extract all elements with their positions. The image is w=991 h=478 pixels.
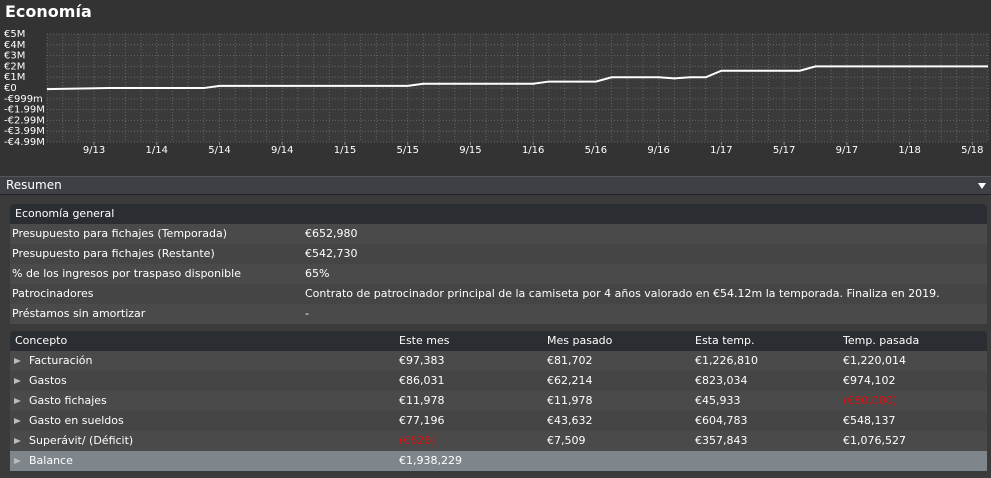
info-row: Patrocinadores Contrato de patrocinador p… (10, 284, 987, 304)
finance-value: €81,702 (547, 354, 593, 367)
finance-value: €7,509 (547, 434, 586, 447)
x-tick-label: 1/14 (146, 145, 168, 156)
finance-value: (€80,000) (843, 394, 898, 407)
row-bullet (14, 378, 21, 384)
y-tick-label: -€999m (4, 94, 43, 105)
row-bullet (14, 398, 21, 404)
info-value: €652,980 (305, 227, 358, 240)
info-value: Contrato de patrocinador principal de la… (305, 287, 940, 300)
finance-value: €548,137 (843, 414, 896, 427)
y-tick-label: €0 (4, 83, 17, 94)
y-tick-label: €1M (4, 72, 25, 83)
finance-concept: Gasto en sueldos (29, 414, 124, 427)
info-value: - (305, 307, 309, 320)
finance-value: €11,978 (547, 394, 593, 407)
finance-row[interactable]: Superávit/ (Déficit) (€626) €7,509 €357,843… (10, 431, 987, 451)
finance-value: €1,226,810 (695, 354, 758, 367)
table-header: Concepto Este mes Mes pasado Esta temp. Temp… (10, 331, 987, 351)
info-value: €542,730 (305, 247, 358, 260)
y-tick-label: €4M (4, 40, 25, 51)
finance-value: €86,031 (399, 374, 445, 387)
column-header: Esta temp. (695, 334, 755, 347)
finance-value: €1,938,229 (399, 454, 462, 467)
column-header: Mes pasado (547, 334, 613, 347)
finance-value: €11,978 (399, 394, 445, 407)
info-row: Presupuesto para fichajes (Restante) €542… (10, 244, 987, 264)
summary-bar[interactable]: Resumen (0, 176, 991, 195)
row-bullet (14, 438, 21, 444)
finance-value: €357,843 (695, 434, 748, 447)
x-tick-label: 5/18 (961, 145, 983, 156)
column-header: Concepto (15, 334, 68, 347)
finance-row[interactable]: Facturación €97,383 €81,702 €1,226,810 €1,22… (10, 351, 987, 371)
info-value: 65% (305, 267, 330, 280)
finance-row[interactable]: Gastos €86,031 €62,214 €823,034 €974,102 (10, 371, 987, 391)
info-row: Presupuesto para fichajes (Temporada) €65… (10, 224, 987, 244)
x-tick-label: 1/15 (334, 145, 356, 156)
section-header: Economía general (10, 204, 987, 224)
column-header: Temp. pasada (843, 334, 920, 347)
finance-value: €974,102 (843, 374, 896, 387)
x-tick-label: 1/17 (710, 145, 732, 156)
finance-value: €45,933 (695, 394, 741, 407)
y-tick-label: -€4.99M (4, 137, 45, 148)
summary-title: Resumen (6, 178, 62, 192)
finance-value: €823,034 (695, 374, 748, 387)
chart: €5M€4M€3M€2M€1M€0-€999m-€1.99M-€2.99M-€3… (4, 29, 989, 156)
balance-line (46, 65, 988, 91)
x-tick-label: 5/14 (208, 145, 230, 156)
x-tick-label: 9/14 (271, 145, 293, 156)
finance-concept: Balance (29, 454, 73, 467)
finance-value: €62,214 (547, 374, 593, 387)
finance-value: €97,383 (399, 354, 445, 367)
column-header: Este mes (399, 334, 450, 347)
finance-value: €1,076,527 (843, 434, 906, 447)
info-label: Préstamos sin amortizar (12, 307, 146, 320)
info-row: % de los ingresos por traspaso disponibl… (10, 264, 987, 284)
finance-concept: Gasto fichajes (29, 394, 107, 407)
finance-concept: Superávit/ (Déficit) (29, 434, 134, 447)
finance-row[interactable]: Balance €1,938,229 (10, 451, 987, 471)
x-tick-label: 1/18 (898, 145, 920, 156)
row-bullet (14, 458, 21, 464)
finance-value: (€626) (399, 434, 436, 447)
section-title: Economía general (15, 207, 115, 220)
x-tick-label: 9/17 (836, 145, 858, 156)
y-tick-label: €3M (4, 51, 25, 62)
info-label: % de los ingresos por traspaso disponibl… (12, 267, 241, 280)
x-tick-label: 5/17 (773, 145, 795, 156)
finance-concept: Facturación (29, 354, 93, 367)
finance-value: €604,783 (695, 414, 748, 427)
y-tick-label: €5M (4, 29, 25, 40)
panel: Economía general Presupuesto para fichaje… (0, 195, 991, 478)
row-bullet (14, 358, 21, 364)
x-tick-label: 9/13 (83, 145, 105, 156)
x-tick-label: 9/15 (459, 145, 481, 156)
info-label: Presupuesto para fichajes (Temporada) (12, 227, 228, 240)
x-tick-label: 5/15 (396, 145, 418, 156)
x-tick-label: 5/16 (585, 145, 607, 156)
y-tick-label: €2M (4, 61, 25, 72)
info-label: Patrocinadores (12, 287, 94, 300)
screen-title: Economía (5, 2, 92, 21)
x-tick-label: 9/16 (647, 145, 669, 156)
y-tick-label: -€2.99M (4, 115, 45, 126)
finance-value: €77,196 (399, 414, 445, 427)
finance-row[interactable]: Gasto en sueldos €77,196 €43,632 €604,783 €5… (10, 411, 987, 431)
finance-value: €43,632 (547, 414, 593, 427)
dropdown-arrow[interactable] (978, 183, 986, 189)
finance-concept: Gastos (29, 374, 67, 387)
row-bullet (14, 418, 21, 424)
info-row: Préstamos sin amortizar - (10, 304, 987, 324)
finance-row[interactable]: Gasto fichajes €11,978 €11,978 €45,933 (€80,… (10, 391, 987, 411)
y-tick-label: -€3.99M (4, 126, 45, 137)
finance-value: €1,220,014 (843, 354, 906, 367)
info-label: Presupuesto para fichajes (Restante) (12, 247, 215, 260)
x-tick-label: 1/16 (522, 145, 544, 156)
y-tick-label: -€1.99M (4, 105, 45, 116)
